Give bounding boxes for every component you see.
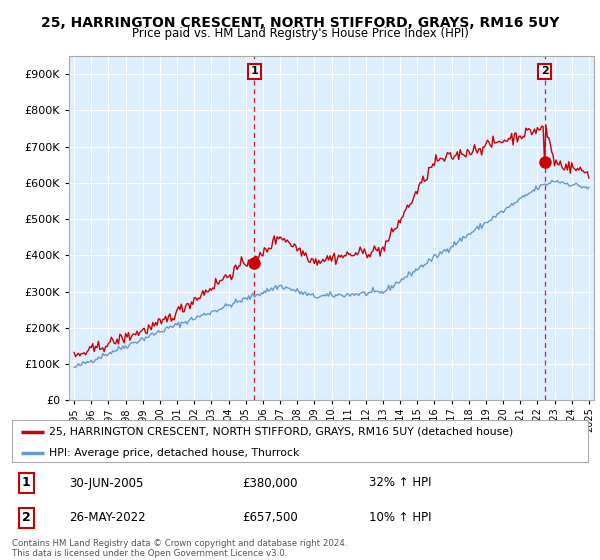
Text: 30-JUN-2005: 30-JUN-2005 — [70, 477, 144, 489]
Text: £657,500: £657,500 — [242, 511, 298, 524]
Text: £380,000: £380,000 — [242, 477, 298, 489]
Text: 1: 1 — [22, 477, 31, 489]
Text: 32% ↑ HPI: 32% ↑ HPI — [369, 477, 431, 489]
Text: HPI: Average price, detached house, Thurrock: HPI: Average price, detached house, Thur… — [49, 448, 300, 458]
Text: 2: 2 — [22, 511, 31, 524]
Text: 2: 2 — [541, 66, 548, 76]
Text: Contains HM Land Registry data © Crown copyright and database right 2024.
This d: Contains HM Land Registry data © Crown c… — [12, 539, 347, 558]
Text: 10% ↑ HPI: 10% ↑ HPI — [369, 511, 431, 524]
Text: Price paid vs. HM Land Registry's House Price Index (HPI): Price paid vs. HM Land Registry's House … — [131, 27, 469, 40]
Text: 25, HARRINGTON CRESCENT, NORTH STIFFORD, GRAYS, RM16 5UY (detached house): 25, HARRINGTON CRESCENT, NORTH STIFFORD,… — [49, 427, 514, 437]
Text: 1: 1 — [250, 66, 258, 76]
Text: 26-MAY-2022: 26-MAY-2022 — [70, 511, 146, 524]
Text: 25, HARRINGTON CRESCENT, NORTH STIFFORD, GRAYS, RM16 5UY: 25, HARRINGTON CRESCENT, NORTH STIFFORD,… — [41, 16, 559, 30]
